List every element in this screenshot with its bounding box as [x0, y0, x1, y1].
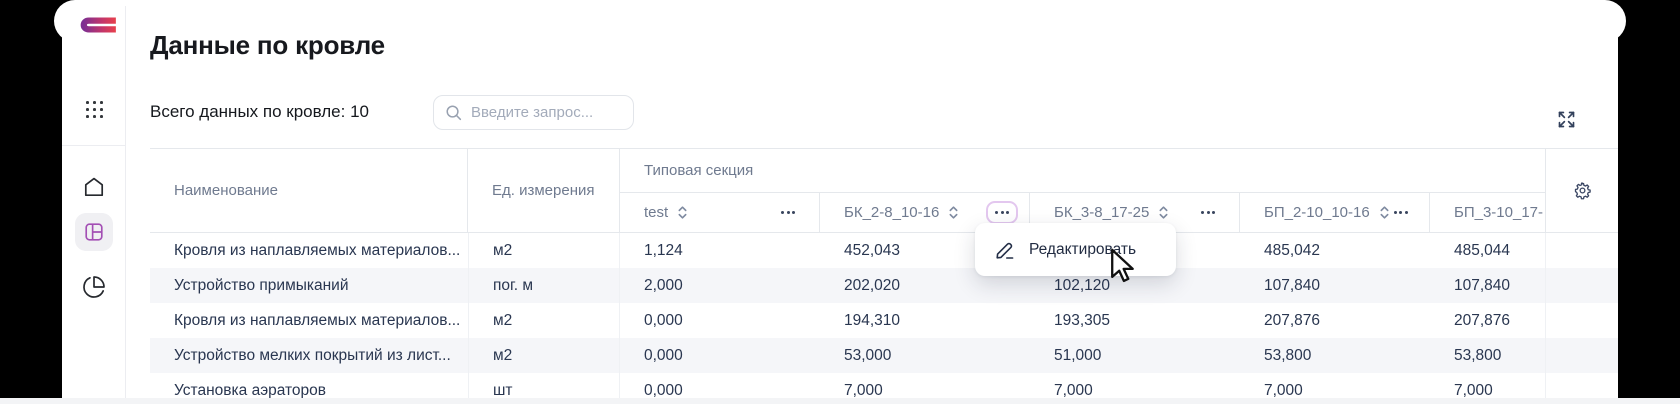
- sort-icon[interactable]: [677, 204, 688, 221]
- cell-unit: пог. м: [468, 268, 620, 303]
- cell-value: 107,840: [1454, 276, 1511, 294]
- cell-value: 194,310: [844, 311, 901, 329]
- column-header-bp3-clipped: БП_3-10_17-: [1454, 204, 1544, 222]
- brand-logo-icon[interactable]: [73, 17, 118, 33]
- cell-value: 53,800: [1454, 346, 1502, 364]
- cell-empty: [1545, 303, 1618, 338]
- page-title: Данные по кровле: [150, 30, 385, 60]
- cell-unit: м2: [468, 303, 620, 338]
- cell-value: 7,000: [1054, 381, 1093, 399]
- section-subheader-row: test БК_2-8_10-16 БК_3-8_17-25: [620, 193, 1545, 232]
- table-row[interactable]: Кровля из наплавляемых материалов... м2 …: [150, 233, 1618, 268]
- layout-columns-icon: [85, 223, 103, 241]
- expand-fullscreen-button[interactable]: [1554, 107, 1578, 131]
- cell-empty: [1545, 268, 1618, 303]
- cell-value: 51,000: [1054, 346, 1102, 364]
- column-header-bp2: БП_2-10_10-16: [1240, 193, 1430, 232]
- cell-name: Кровля из наплавляемых материалов...: [174, 311, 461, 329]
- table-body: Кровля из наплавляемых материалов... м2 …: [150, 233, 1618, 398]
- table-row[interactable]: Кровля из наплавляемых материалов... м2 …: [150, 303, 1618, 338]
- cell-value: 102,120: [1054, 276, 1111, 294]
- cell-value: 0,000: [644, 346, 683, 364]
- column-header-test: test: [620, 193, 820, 232]
- cell-value: 107,840: [1264, 276, 1321, 294]
- cell-value: 2,000: [644, 276, 683, 294]
- cell-name: Устройство мелких покрытий из лист...: [174, 346, 451, 364]
- column-header-unit: Ед. измерения: [468, 149, 620, 232]
- cell-value: 193,305: [1054, 311, 1111, 329]
- group-header-label: Типовая секция: [620, 149, 1545, 194]
- column-header-name: Наименование: [150, 149, 468, 232]
- search-box: [433, 95, 634, 130]
- sort-icon[interactable]: [1158, 204, 1169, 221]
- cell-unit: шт: [468, 373, 620, 398]
- table-row[interactable]: Устройство мелких покрытий из лист... м2…: [150, 338, 1618, 373]
- context-menu-edit[interactable]: Редактировать: [975, 223, 1176, 276]
- column-menu-button[interactable]: [1390, 205, 1412, 220]
- data-table: Наименование Ед. измерения Типовая секци…: [150, 148, 1618, 398]
- expand-icon: [1558, 111, 1574, 127]
- context-menu-edit-label: Редактировать: [1029, 240, 1137, 258]
- home-icon: [84, 177, 104, 197]
- table-settings-button[interactable]: [1572, 180, 1593, 201]
- cell-value: 207,876: [1454, 311, 1511, 329]
- cell-value: 1,124: [644, 241, 683, 259]
- cell-value: 0,000: [644, 381, 683, 399]
- search-icon: [446, 105, 462, 121]
- sidebar: [62, 6, 126, 398]
- cell-value: 53,800: [1264, 346, 1312, 364]
- cell-value: 202,020: [844, 276, 901, 294]
- cell-unit: м2: [468, 233, 620, 268]
- cell-empty: [1545, 338, 1618, 373]
- sidebar-item-home[interactable]: [75, 168, 113, 206]
- gear-icon: [1574, 182, 1591, 200]
- pie-chart-icon: [83, 276, 105, 298]
- column-group-sections: Типовая секция test БК_2-8_10-16 БК_3-8_…: [620, 149, 1545, 232]
- total-count-label: Всего данных по кровле: 10: [150, 102, 369, 121]
- table-row[interactable]: Установка аэраторов шт 0,000 7,000 7,000…: [150, 373, 1618, 398]
- cell-value: 7,000: [1454, 381, 1493, 399]
- apps-grid-icon[interactable]: [86, 101, 103, 118]
- table-settings-column: [1545, 149, 1618, 232]
- search-input[interactable]: [471, 104, 623, 121]
- sidebar-divider: [62, 145, 126, 146]
- pencil-icon: [996, 242, 1014, 259]
- cell-value: 485,044: [1454, 241, 1511, 259]
- cell-unit: м2: [468, 338, 620, 373]
- cell-value: 53,000: [844, 346, 892, 364]
- column-menu-button-active[interactable]: [986, 201, 1018, 225]
- cell-name: Кровля из наплавляемых материалов...: [174, 241, 461, 259]
- cell-name: Установка аэраторов: [174, 381, 327, 399]
- sort-icon[interactable]: [948, 204, 959, 221]
- sidebar-item-boards[interactable]: [75, 213, 113, 251]
- column-menu-button[interactable]: [777, 205, 799, 220]
- app-window: Данные по кровле Всего данных по кровле:…: [62, 6, 1618, 398]
- sidebar-item-charts[interactable]: [75, 268, 113, 306]
- cell-value: 0,000: [644, 311, 683, 329]
- column-menu-button[interactable]: [1197, 205, 1219, 220]
- table-row[interactable]: Устройство примыканий пог. м 2,000 202,0…: [150, 268, 1618, 303]
- cell-value: 485,042: [1264, 241, 1321, 259]
- cell-value: 207,876: [1264, 311, 1321, 329]
- cell-name: Устройство примыканий: [174, 276, 349, 294]
- cell-empty: [1545, 233, 1618, 268]
- cell-value: 452,043: [844, 241, 901, 259]
- cell-value: 7,000: [1264, 381, 1303, 399]
- sort-icon[interactable]: [1379, 204, 1390, 221]
- column-header-bk3: БК_3-8_17-25: [1030, 193, 1240, 232]
- cell-value: 7,000: [844, 381, 883, 399]
- cell-empty: [1545, 373, 1618, 398]
- table-header: Наименование Ед. измерения Типовая секци…: [150, 148, 1618, 233]
